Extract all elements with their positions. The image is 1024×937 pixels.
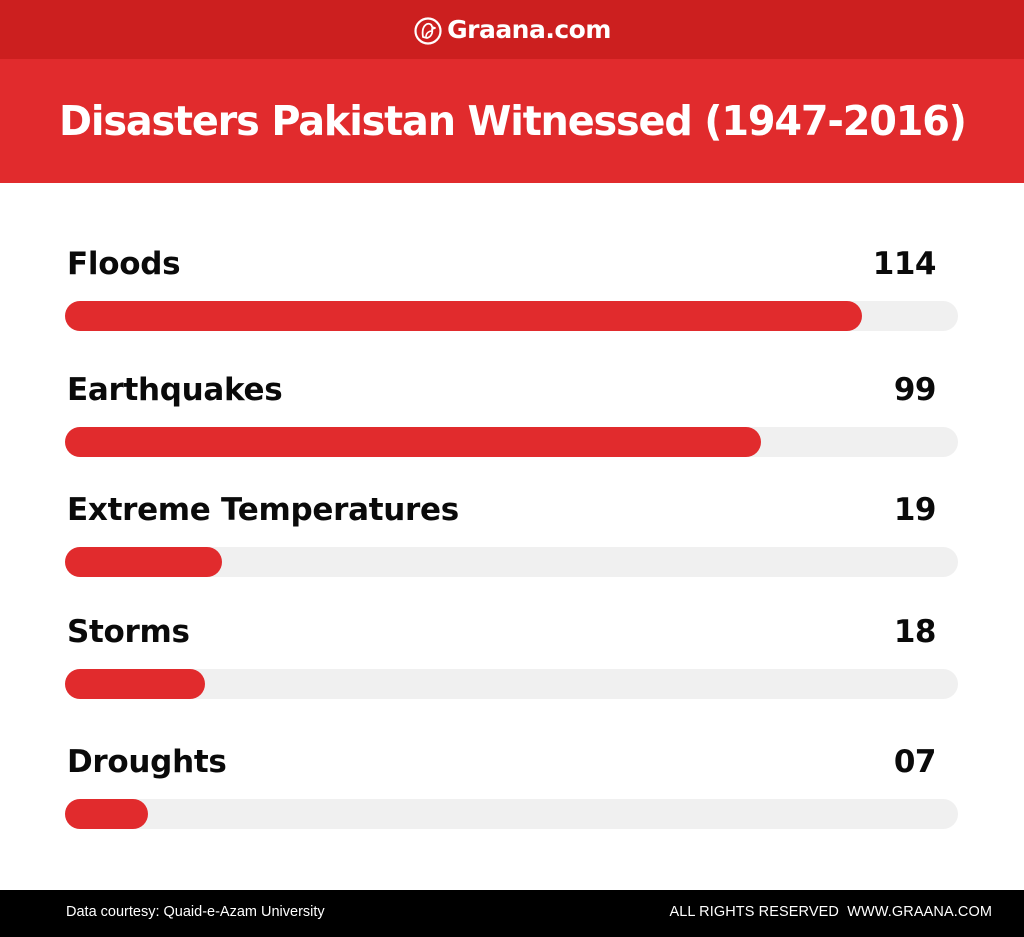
- bar-fill: [65, 547, 222, 577]
- bar-track: [65, 427, 958, 457]
- brand-header: Graana.com: [0, 0, 1024, 59]
- bar-label: Extreme Temperatures: [67, 492, 459, 528]
- bar-value: 19: [893, 492, 937, 528]
- bar-fill: [65, 669, 205, 699]
- brand-name: Graana.com: [447, 15, 611, 44]
- bar-track: [65, 547, 958, 577]
- bar-label: Floods: [67, 246, 181, 282]
- bar-value: 114: [872, 246, 937, 282]
- bar-track: [65, 301, 958, 331]
- data-source-note: Data courtesy: Quaid-e-Azam University: [66, 904, 325, 920]
- title-banner: Disasters Pakistan Witnessed (1947-2016): [0, 59, 1024, 183]
- chart-title: Disasters Pakistan Witnessed (1947-2016): [58, 97, 967, 145]
- copyright-website: ALL RIGHTS RESERVED WWW.GRAANA.COM: [669, 904, 992, 920]
- bird-logo-icon: [414, 16, 442, 45]
- bar-label: Droughts: [67, 744, 227, 780]
- brand-logo: Graana.com: [413, 14, 611, 46]
- bar-label: Storms: [67, 614, 190, 650]
- footer: Data courtesy: Quaid-e-Azam University A…: [0, 890, 1024, 937]
- bar-fill: [65, 799, 148, 829]
- bar-fill: [65, 427, 761, 457]
- bar-value: 99: [893, 372, 937, 408]
- bar-value: 07: [893, 744, 937, 780]
- bar-label: Earthquakes: [67, 372, 283, 408]
- bar-fill: [65, 301, 862, 331]
- bar-track: [65, 799, 958, 829]
- bar-track: [65, 669, 958, 699]
- bar-value: 18: [893, 614, 937, 650]
